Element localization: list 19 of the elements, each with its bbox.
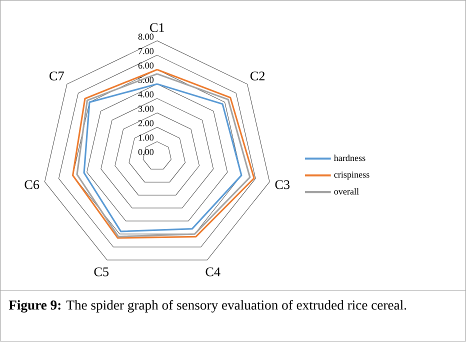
- y-tick-label: 1.00: [138, 134, 154, 141]
- spoke-label: C3: [275, 180, 290, 190]
- y-tick-label: 6.00: [138, 62, 154, 69]
- spoke-label: C7: [50, 72, 64, 81]
- spoke-label: C5: [94, 268, 109, 276]
- text: Figure 9: The spider graph of sensory evaluation of extruded rice cereal.: [8, 300, 406, 313]
- legend-label: crispiness: [334, 172, 370, 180]
- y-tick-label: 2.00: [138, 120, 154, 127]
- y-tick-label: 0.00: [138, 149, 154, 156]
- spoke-label: C4: [206, 268, 220, 276]
- spoke-label: C1: [150, 23, 164, 32]
- spoke-label: C6: [24, 180, 40, 190]
- legend-label: hardness: [334, 154, 366, 162]
- y-tick-label: 4.00: [138, 92, 154, 98]
- legend-label: overall: [334, 188, 359, 195]
- y-tick-label: 7.00: [138, 48, 154, 54]
- spoke-label: C2: [250, 72, 265, 81]
- y-tick-label: 3.00: [138, 106, 154, 112]
- y-tick-label: 8.00: [138, 34, 154, 40]
